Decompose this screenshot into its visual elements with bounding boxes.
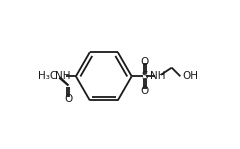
- Text: O: O: [141, 86, 149, 96]
- Text: O: O: [64, 94, 72, 104]
- Text: NH: NH: [55, 71, 70, 81]
- Text: S: S: [141, 71, 148, 81]
- Text: OH: OH: [182, 71, 198, 81]
- Text: NH: NH: [150, 71, 165, 81]
- Text: H₃C: H₃C: [38, 71, 57, 81]
- Text: O: O: [141, 56, 149, 67]
